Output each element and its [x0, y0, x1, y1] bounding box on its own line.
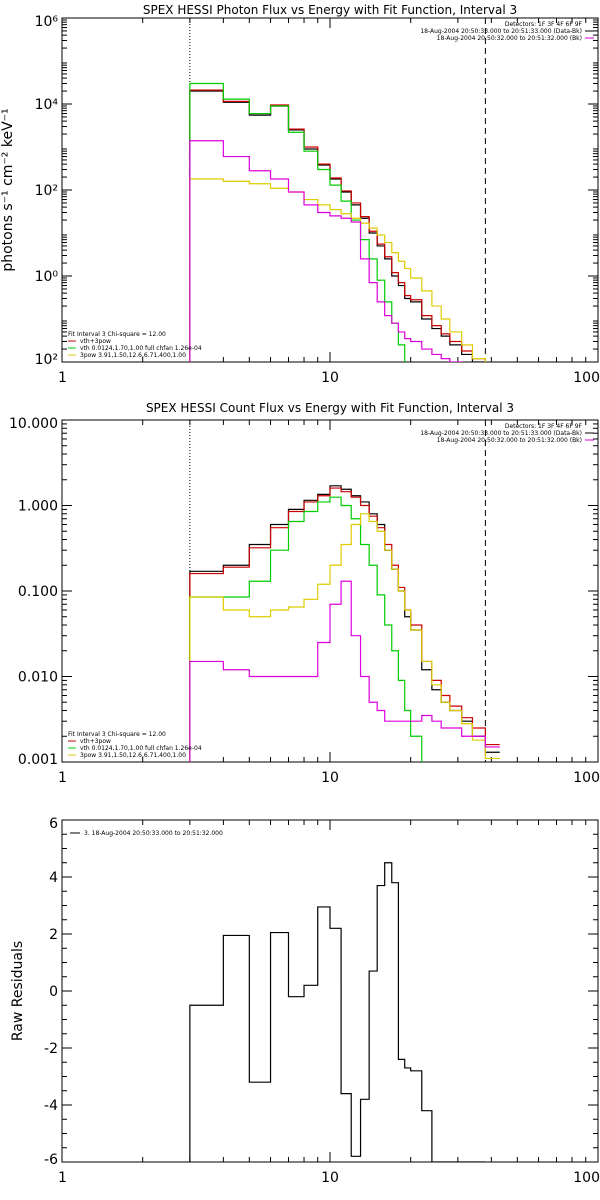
- y-axis-label: photons s⁻¹ cm⁻² keV⁻¹: [0, 108, 16, 271]
- chart-panel-1: SPEX HESSI Photon Flux vs Energy with Fi…: [0, 3, 600, 386]
- legend-label: 3pow 3.91,1.50,12.6,6.71,400,1.00: [80, 752, 186, 759]
- series-line-2: [189, 487, 500, 762]
- y-tick-label: 2: [49, 927, 58, 943]
- y-tick-label: 0.100: [18, 584, 58, 600]
- plot-frame: [61, 17, 599, 363]
- chart-title: SPEX HESSI Photon Flux vs Energy with Fi…: [143, 3, 517, 17]
- series-line-2: [189, 89, 486, 362]
- series-line-5: [189, 580, 500, 762]
- x-tick-label: 100: [573, 370, 600, 386]
- header-line: 18-Aug-2004 20:50:32.000 to 20:51:32.000…: [437, 35, 582, 42]
- series-group: [189, 485, 500, 762]
- series-line-4: [189, 178, 486, 362]
- x-tick-label: 10: [321, 770, 339, 786]
- y-tick-label: -6: [44, 1152, 58, 1168]
- series-line-4: [189, 513, 500, 762]
- y-tick-label: 10⁴: [35, 97, 59, 113]
- series-line-3: [189, 82, 406, 362]
- header-line: Detectors: 1F 3F 4F 6F 9F: [505, 21, 583, 28]
- chart-panel-2: SPEX HESSI Count Flux vs Energy with Fit…: [9, 401, 600, 786]
- legend: Fit Interval 3 Chi-square = 12.00vth+3po…: [68, 731, 202, 759]
- plot-frame: [61, 819, 599, 1163]
- x-tick-label: 1: [58, 1170, 67, 1186]
- series-group: [189, 82, 486, 362]
- y-tick-label: 0.001: [18, 752, 58, 768]
- x-tick-label: 1: [58, 770, 67, 786]
- x-axis: 1 10 100: [58, 420, 600, 786]
- y-tick-label: 10⁰: [35, 269, 59, 285]
- chart-panel-3: Raw Residuals 1 10 100 -6 -4 -2 0 2 4 6 3. 18-Aug-2…: [10, 816, 600, 1186]
- x-tick-label: 100: [573, 770, 600, 786]
- x-tick-label: 100: [573, 1170, 600, 1186]
- legend-label: 3pow 3.91,1.50,12.6,6.71,400,1.00: [80, 352, 186, 359]
- legend-label: vth 0.0124,1.70,1.00 full chfan 1.26e-04: [80, 345, 202, 352]
- series-line-1: [189, 862, 486, 1162]
- y-axis-label: Raw Residuals: [10, 941, 26, 1041]
- series-line-3: [189, 496, 423, 762]
- y-axis: 10² 10⁰ 10² 10⁴ 10⁶: [35, 14, 598, 368]
- x-axis: 1 10 100: [58, 820, 600, 1186]
- header-line: Detectors: 1F 3F 4F 6F 9F: [505, 423, 583, 430]
- legend-label: 3. 18-Aug-2004 20:50:33.000 to 20:51:32.…: [84, 830, 223, 837]
- series-line-1: [189, 485, 500, 762]
- legend-label: vth 0.0124,1.70,1.00 full chfan 1.26e-04: [80, 745, 202, 752]
- x-tick-label: 10: [321, 370, 339, 386]
- y-tick-label: 10.000: [9, 416, 58, 432]
- y-tick-label: 0.010: [18, 670, 58, 686]
- header-line: 18-Aug-2004 20:50:33.000 to 20:51:33.000…: [420, 430, 582, 437]
- y-tick-label: -2: [44, 1041, 58, 1057]
- legend-label: vth+3pow: [80, 338, 111, 345]
- chart-title: SPEX HESSI Count Flux vs Energy with Fit…: [146, 401, 514, 415]
- y-axis: -6 -4 -2 0 2 4 6: [44, 816, 598, 1168]
- x-tick-label: 1: [58, 370, 67, 386]
- series-group: [189, 862, 486, 1162]
- y-tick-label: 10²: [35, 183, 58, 199]
- legend: 3. 18-Aug-2004 20:50:33.000 to 20:51:32.…: [70, 830, 223, 837]
- y-tick-label: 6: [49, 816, 58, 832]
- y-axis: 0.001 0.010 0.100 1.000 10.000: [9, 416, 598, 768]
- legend-label: Fit Interval 3 Chi-square = 12.00: [68, 731, 166, 738]
- x-tick-label: 10: [321, 1170, 339, 1186]
- y-tick-label: 10²: [35, 352, 58, 368]
- series-line-5: [189, 140, 463, 362]
- plot-frame: [61, 419, 599, 763]
- y-tick-label: 0: [49, 984, 58, 1000]
- y-tick-label: 4: [49, 870, 58, 886]
- legend-label: vth+3pow: [80, 738, 111, 745]
- series-line-1: [189, 90, 486, 362]
- header-line: 18-Aug-2004 20:50:32.000 to 20:51:32.000…: [437, 437, 582, 444]
- x-axis: 1 10 100: [58, 18, 600, 386]
- legend: Fit Interval 3 Chi-square = 12.00vth+3po…: [68, 331, 202, 359]
- y-tick-label: -4: [44, 1098, 58, 1114]
- header-line: 18-Aug-2004 20:50:33.000 to 20:51:33.000…: [420, 28, 582, 35]
- y-tick-label: 10⁶: [35, 14, 59, 30]
- legend-label: Fit Interval 3 Chi-square = 12.00: [68, 331, 166, 338]
- y-tick-label: 1.000: [18, 499, 58, 515]
